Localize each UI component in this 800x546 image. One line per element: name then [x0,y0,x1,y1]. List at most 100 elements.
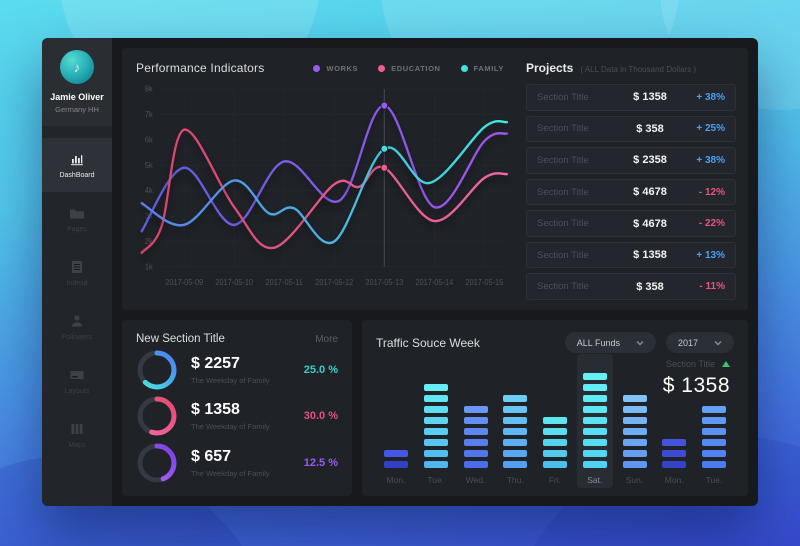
donut-stat-row[interactable]: $ 1358 The Weekday of Family 30.0 % [136,395,338,437]
sidebar-item-dashboard[interactable]: DashBoard [42,138,112,192]
sidebar-item-maps[interactable]: Maps [42,408,112,462]
traffic-bar-chart: Mon. Tue. Wed. Thu. Fri. Sat. Sun. Mon. Tue. [376,354,734,488]
bar-segment [622,461,647,468]
bar-segment [582,384,607,391]
project-value: $ 2358 [633,154,667,167]
project-delta: + 25% [696,123,725,135]
highlight-dot-family [380,144,389,153]
columns-icon [71,424,83,434]
bar-column-tue[interactable]: Tue. [418,354,454,488]
sidebar: ♪ Jamie Oliver Germany HH DashBoard Pages… [42,38,112,506]
donut-stat-value: $ 657 [191,447,232,465]
bar-column-wed[interactable]: Wed. [458,354,494,488]
sidebar-menu: DashBoard Pages Indexd Followers Layouts Maps [42,126,112,506]
legend-item-family[interactable]: FAMILY [460,64,504,73]
year-dropdown-value: 2017 [677,337,698,348]
bar-column-mon[interactable]: Mon. [656,354,692,488]
bar-segment [503,406,528,413]
avatar[interactable]: ♪ [60,50,94,84]
bar-column-sun[interactable]: Sun. [617,354,653,488]
chart-legend: WORKS EDUCATION FAMILY [313,64,504,73]
project-value: $ 4678 [633,217,667,230]
folder-icon [70,209,84,219]
users-icon [71,315,83,327]
project-row[interactable]: Section Title $ 358 + 25% [526,115,736,143]
project-row[interactable]: Section Title $ 358 - 11% [526,273,736,301]
x-axis-label: 2017-05-13 [365,278,403,287]
funds-dropdown[interactable]: ALL Funds [564,332,656,353]
layout-icon [70,371,84,379]
y-axis-label: 2k [145,237,153,246]
performance-panel: Performance Indicators WORKS EDUCATION FAM… [122,48,518,310]
highlight-dot-works [380,101,389,110]
sidebar-item-label: Followers [62,334,92,341]
user-profile: ♪ Jamie Oliver Germany HH [42,38,112,126]
bar-label: Thu. [506,475,524,485]
bar-segment [622,428,647,435]
chevron-down-icon [636,340,644,346]
donut-stat-row[interactable]: $ 657 The Weekday of Family 12.5 % [136,442,338,484]
y-axis-label: 5k [145,160,153,169]
bar-segment [543,439,567,446]
y-axis-label: 7k [145,110,153,119]
bar-segment [503,395,528,402]
project-row[interactable]: Section Title $ 4678 - 22% [526,210,736,237]
legend-item-works[interactable]: WORKS [313,64,358,73]
traffic-stat-value: $ 1358 [662,374,730,397]
donut-stat-caption: The Weekday of Family [191,468,270,478]
bar-chart-icon [71,155,83,166]
bar-segment [662,450,687,457]
y-axis-label: 1k [145,262,153,271]
project-row[interactable]: Section Title $ 1358 + 38% [526,84,736,111]
sidebar-item-indexd[interactable]: Indexd [42,246,112,300]
bar-column-mon[interactable]: Mon. [378,354,414,488]
project-row[interactable]: Section Title $ 2358 + 38% [526,147,736,174]
bar-segment [582,417,607,424]
bar-column-sat[interactable]: Sat. [576,354,613,488]
sidebar-item-layouts[interactable]: Layouts [42,354,112,408]
donut-stat-value: $ 2257 [191,355,240,373]
top-card: Performance Indicators WORKS EDUCATION FAM… [122,48,748,310]
project-label: Section Title [537,186,589,198]
bar-segment [582,428,607,435]
bar-segment [702,417,726,424]
line-series-education [140,128,508,255]
year-dropdown[interactable]: 2017 [665,332,734,353]
donut-stat-list: $ 2257 The Weekday of Family 25.0 % $ 1358 T… [136,347,338,486]
sidebar-item-followers[interactable]: Followers [42,300,112,354]
bar-stack [582,373,607,468]
donut-chart [137,443,177,483]
bar-segment [582,439,607,446]
legend-label: EDUCATION [391,63,441,73]
bar-segment [582,395,607,402]
project-row[interactable]: Section Title $ 1358 + 13% [526,241,736,269]
project-delta: + 38% [696,91,725,103]
legend-dot-icon [378,64,386,72]
project-row[interactable]: Section Title $ 4678 - 12% [526,178,736,206]
project-label: Section Title [537,91,589,103]
bar-stack [503,395,528,468]
project-value: $ 1358 [633,91,667,104]
bar-column-thu[interactable]: Thu. [497,354,533,488]
bar-segment [702,461,726,468]
more-link[interactable]: More [315,333,338,345]
bar-segment [423,395,448,402]
traffic-header: Traffic Souce Week ALL Funds 2017 [376,332,734,353]
bar-stack [543,417,567,468]
projects-title: Projects [526,61,574,75]
sidebar-item-pages[interactable]: Pages [42,192,112,246]
new-section-title: New Section Title [136,333,225,345]
bar-label: Tue. [705,475,723,485]
bar-segment [582,461,607,468]
donut-stat-text: $ 657 The Weekday of Family [191,448,291,478]
legend-item-education[interactable]: EDUCATION [378,64,440,73]
bar-column-tue[interactable]: Tue. [696,354,732,488]
bar-column-fri[interactable]: Fri. [537,354,573,488]
donut-stat-row[interactable]: $ 2257 The Weekday of Family 25.0 % [136,349,338,391]
bar-segment [543,417,567,424]
legend-dot-icon [313,64,321,72]
donut-chart [137,396,177,436]
bar-segment [622,450,647,457]
chevron-down-icon [714,340,722,346]
bar-label: Fri. [548,475,562,485]
